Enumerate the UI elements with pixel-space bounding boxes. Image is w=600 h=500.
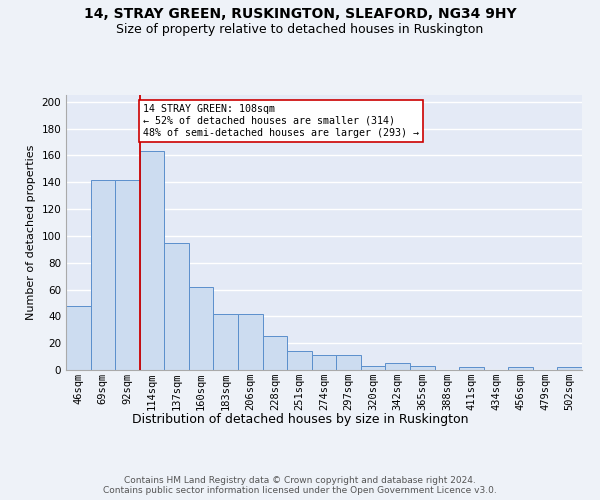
Text: Distribution of detached houses by size in Ruskington: Distribution of detached houses by size …	[132, 412, 468, 426]
Bar	[66, 306, 91, 370]
Bar	[287, 351, 312, 370]
Bar	[336, 355, 361, 370]
Bar	[557, 368, 582, 370]
Bar	[385, 364, 410, 370]
Bar	[189, 287, 214, 370]
Bar	[361, 366, 385, 370]
Bar	[312, 355, 336, 370]
Bar	[459, 368, 484, 370]
Y-axis label: Number of detached properties: Number of detached properties	[26, 145, 36, 320]
Bar	[410, 366, 434, 370]
Text: Size of property relative to detached houses in Ruskington: Size of property relative to detached ho…	[116, 22, 484, 36]
Text: 14 STRAY GREEN: 108sqm
← 52% of detached houses are smaller (314)
48% of semi-de: 14 STRAY GREEN: 108sqm ← 52% of detached…	[143, 104, 419, 138]
Bar	[238, 314, 263, 370]
Bar	[91, 180, 115, 370]
Bar	[115, 180, 140, 370]
Text: 14, STRAY GREEN, RUSKINGTON, SLEAFORD, NG34 9HY: 14, STRAY GREEN, RUSKINGTON, SLEAFORD, N…	[83, 8, 517, 22]
Bar	[164, 242, 189, 370]
Bar	[214, 314, 238, 370]
Bar	[140, 152, 164, 370]
Text: Contains HM Land Registry data © Crown copyright and database right 2024.
Contai: Contains HM Land Registry data © Crown c…	[103, 476, 497, 495]
Bar	[508, 368, 533, 370]
Bar	[263, 336, 287, 370]
